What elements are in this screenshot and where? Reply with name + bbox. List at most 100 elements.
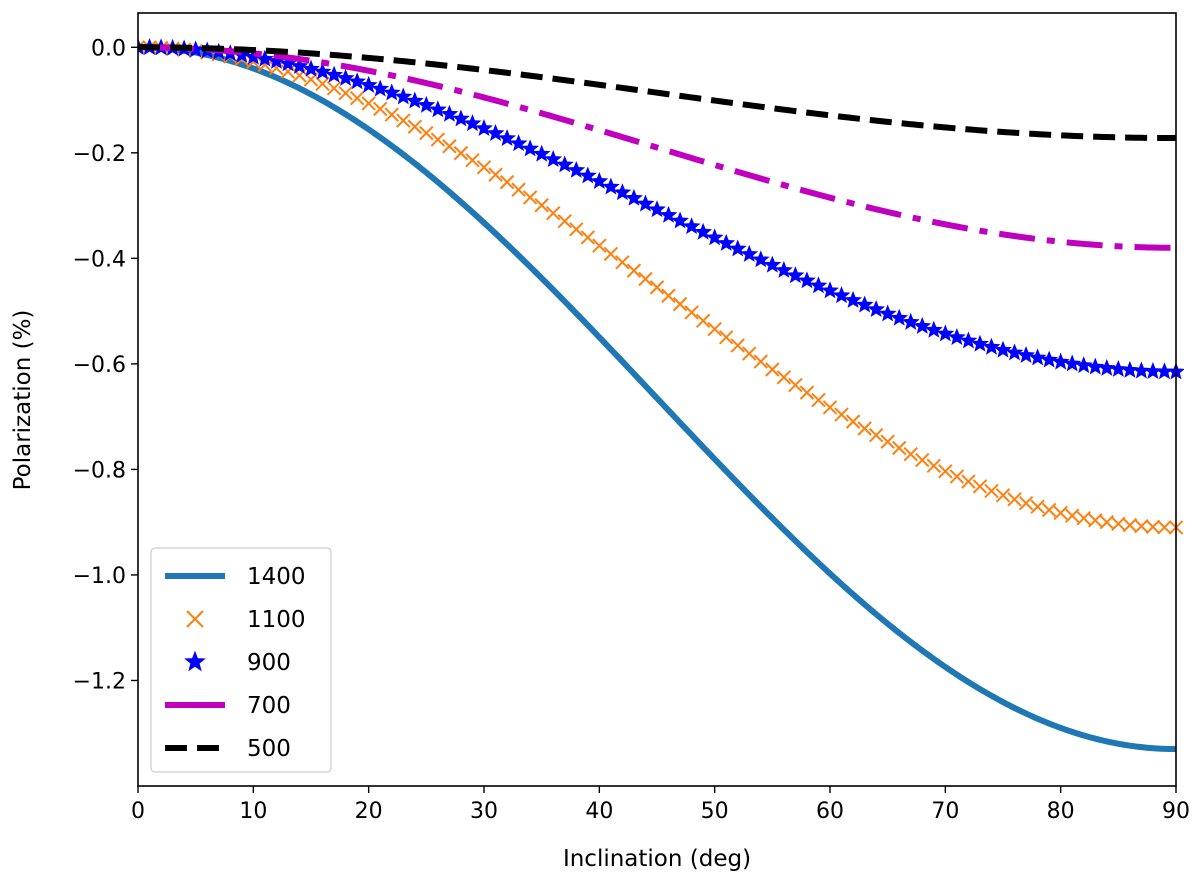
legend-label: 900 [247, 650, 291, 676]
star-marker [394, 87, 413, 105]
x-marker [695, 313, 711, 328]
star-marker [498, 129, 516, 146]
x-tick-label: 70 [931, 799, 959, 824]
x-marker [638, 271, 653, 287]
star-marker [405, 91, 424, 109]
x-marker [522, 190, 538, 205]
x-marker [1030, 499, 1045, 514]
star-marker [452, 109, 470, 127]
x-marker [592, 238, 607, 253]
x-marker [396, 113, 411, 128]
x-marker [534, 198, 549, 213]
series-700 [138, 44, 1176, 251]
x-marker [1088, 513, 1103, 528]
x-marker [349, 90, 365, 106]
x-marker [442, 139, 457, 154]
star-marker [844, 290, 862, 308]
x-tick-label: 30 [470, 799, 498, 824]
x-marker [915, 452, 930, 468]
star-marker [913, 316, 932, 334]
series-line [138, 44, 1177, 753]
x-marker [822, 400, 838, 415]
x-marker [580, 230, 596, 245]
star-marker [763, 255, 782, 273]
star-marker [509, 134, 528, 152]
x-tick-label: 50 [701, 799, 729, 824]
y-axis: 0.0 −0.2 −0.4 −0.6 −0.8 −1.0 −1.2 [73, 36, 138, 694]
y-tick-label: −0.2 [73, 142, 126, 167]
x-marker [315, 76, 330, 91]
x-marker [372, 101, 388, 117]
x-marker [326, 81, 342, 96]
x-tick-label: 0 [131, 799, 145, 824]
x-marker [453, 145, 469, 161]
star-marker [417, 95, 436, 113]
star-marker [1097, 358, 1116, 376]
star-marker [694, 222, 713, 240]
x-axis: 0 10 20 30 40 50 60 70 80 90 [131, 786, 1190, 824]
x-marker [1145, 519, 1161, 535]
star-marker [924, 320, 943, 338]
star-marker [1040, 350, 1059, 368]
x-marker [718, 330, 734, 345]
star-marker [567, 160, 586, 178]
star-marker [855, 295, 874, 313]
legend-entry-900: 900 [184, 650, 291, 676]
x-tick-label: 80 [1047, 799, 1075, 824]
star-marker [532, 144, 551, 162]
series-group [138, 37, 1184, 753]
star-marker [648, 200, 666, 218]
x-tick-label: 60 [816, 799, 844, 824]
x-marker [545, 205, 561, 221]
star-marker [1109, 359, 1128, 377]
x-marker [799, 385, 815, 400]
star-marker [290, 56, 309, 74]
x-marker [257, 57, 273, 72]
star-marker [1063, 354, 1082, 372]
star-marker [486, 124, 505, 141]
x-marker [995, 488, 1011, 503]
star-marker [821, 281, 839, 299]
x-marker [499, 174, 515, 190]
x-marker [1018, 495, 1034, 511]
x-marker [1122, 517, 1138, 533]
plot-area [137, 12, 1184, 787]
x-marker [949, 469, 965, 484]
series-line [138, 44, 1176, 251]
series-1400 [138, 44, 1177, 753]
star-marker [1074, 356, 1093, 374]
x-marker [465, 152, 480, 168]
star-marker [867, 300, 886, 318]
star-marker [359, 75, 378, 93]
star-marker [544, 150, 563, 167]
x-marker [269, 60, 284, 76]
x-marker [857, 421, 872, 436]
y-tick-label: −0.6 [73, 353, 126, 378]
star-marker [971, 334, 989, 352]
x-marker [338, 85, 353, 101]
x-marker [407, 119, 423, 134]
star-marker [832, 286, 851, 304]
x-marker [1111, 516, 1126, 532]
star-marker [982, 337, 1001, 355]
star-marker [325, 65, 343, 83]
star-marker [1051, 352, 1070, 370]
x-marker [661, 288, 676, 303]
star-marker [959, 331, 978, 349]
star-marker [1120, 360, 1139, 378]
x-marker [569, 222, 584, 237]
star-marker [636, 194, 655, 212]
star-marker [798, 271, 816, 289]
x-marker [684, 305, 699, 320]
star-marker [625, 188, 643, 206]
x-marker [430, 132, 446, 147]
legend-label: 700 [247, 693, 291, 719]
star-marker [936, 324, 955, 342]
star-marker [705, 228, 724, 246]
legend: 1400 1100 900 700 500 [150, 547, 332, 773]
x-marker [488, 167, 503, 182]
x-marker [788, 377, 803, 393]
x-marker [1064, 508, 1080, 523]
star-marker [371, 79, 390, 97]
